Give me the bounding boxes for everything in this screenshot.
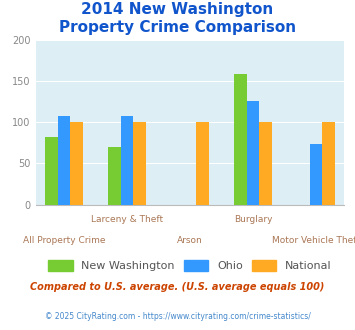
Bar — [259, 122, 272, 205]
Text: © 2025 CityRating.com - https://www.cityrating.com/crime-statistics/: © 2025 CityRating.com - https://www.city… — [45, 312, 310, 321]
Bar — [45, 137, 58, 205]
Bar — [121, 115, 133, 205]
Bar — [58, 115, 70, 205]
Bar — [196, 122, 209, 205]
Text: Motor Vehicle Theft: Motor Vehicle Theft — [272, 236, 355, 245]
Text: Larceny & Theft: Larceny & Theft — [91, 214, 163, 223]
Bar — [133, 122, 146, 205]
Bar — [108, 147, 121, 205]
Bar — [70, 122, 83, 205]
Bar — [234, 74, 247, 205]
Bar — [310, 145, 322, 205]
Text: 2014 New Washington: 2014 New Washington — [81, 2, 274, 16]
Text: Arson: Arson — [177, 236, 203, 245]
Text: Compared to U.S. average. (U.S. average equals 100): Compared to U.S. average. (U.S. average … — [30, 282, 325, 292]
Legend: New Washington, Ohio, National: New Washington, Ohio, National — [48, 260, 332, 271]
Bar — [322, 122, 335, 205]
Bar — [247, 102, 259, 205]
Text: Property Crime Comparison: Property Crime Comparison — [59, 20, 296, 35]
Text: Burglary: Burglary — [234, 214, 272, 223]
Text: All Property Crime: All Property Crime — [23, 236, 105, 245]
